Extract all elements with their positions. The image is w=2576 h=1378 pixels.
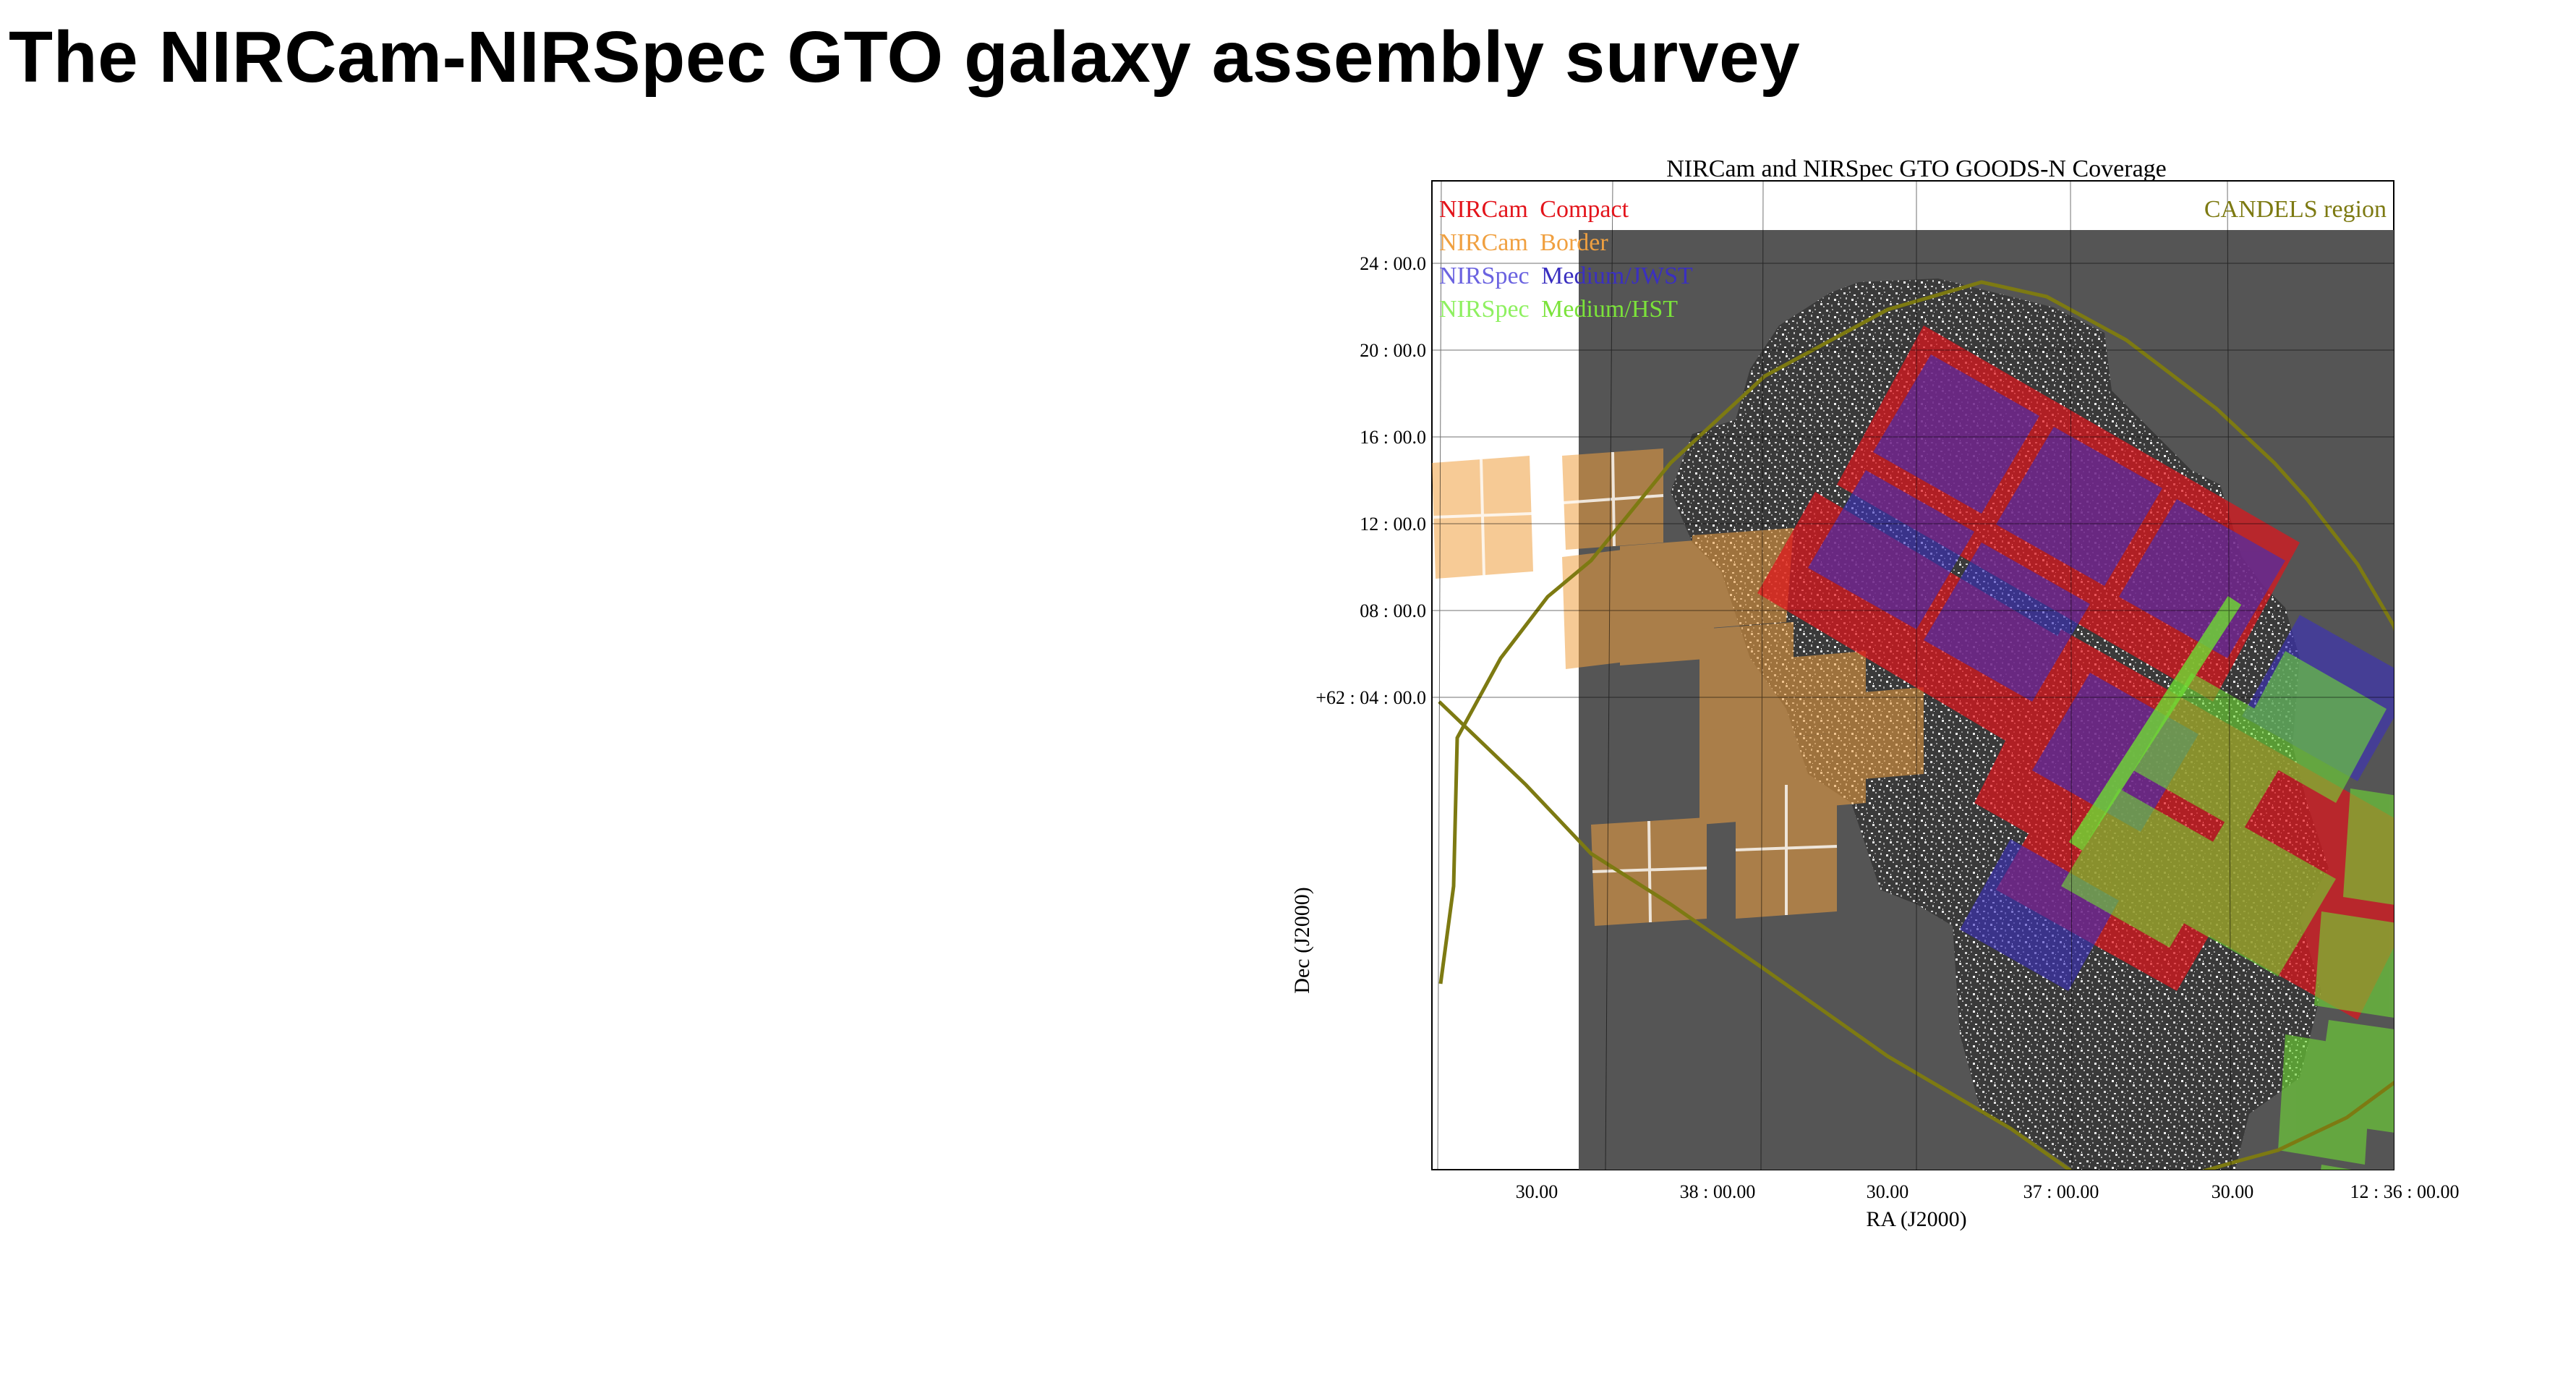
y-tick-label: 12 : 00.0 — [1360, 514, 1426, 535]
y-tick-label: 20 : 00.0 — [1360, 340, 1426, 361]
slide-title: The NIRCam-NIRSpec GTO galaxy assembly s… — [9, 17, 1801, 98]
border-chip-gaps — [1433, 451, 1838, 923]
legend: NIRCam Compact NIRCam Border NIRSpec Med… — [1439, 196, 1693, 323]
x-tick-label: 38 : 00.00 — [1680, 1181, 1756, 1202]
hst-strip — [2068, 596, 2242, 851]
y-tick-label: 16 : 00.0 — [1360, 427, 1426, 448]
legend-instrument: NIRCam — [1439, 196, 1528, 223]
x-tick-label: 30.00 — [2212, 1181, 2254, 1202]
legend-mode: Medium/JWST — [1541, 263, 1693, 289]
coverage-figure: NIRCam and NIRSpec GTO GOODS-N Coverage — [1287, 152, 2576, 1374]
nirspec-hst-fields — [2061, 651, 2394, 1170]
legend-mode: Compact — [1540, 196, 1629, 223]
legend-item: NIRSpec Medium/HST — [1439, 296, 1678, 323]
legend-instrument: NIRSpec — [1439, 296, 1530, 323]
legend-item: NIRSpec Medium/JWST — [1439, 263, 1693, 289]
candels-label: CANDELS region — [2204, 196, 2387, 223]
legend-item: NIRCam Border — [1439, 229, 1608, 256]
grid — [1432, 180, 2394, 1170]
candels-outline — [1438, 280, 2394, 1170]
y-tick-label: +62 : 04 : 00.0 — [1315, 687, 1426, 708]
legend-item: NIRCam Compact — [1439, 196, 1629, 223]
figure-title: NIRCam and NIRSpec GTO GOODS-N Coverage — [1666, 156, 2167, 182]
legend-instrument: NIRSpec — [1439, 263, 1530, 289]
x-tick-label: 30.00 — [1516, 1181, 1558, 1202]
legend-mode: Medium/HST — [1541, 296, 1678, 323]
nircam-border-fields — [1432, 448, 1924, 926]
y-axis-label: Dec (J2000) — [1290, 887, 1314, 993]
x-tick-label: 37 : 00.00 — [2023, 1181, 2099, 1202]
coverage-map: NIRCam and NIRSpec GTO GOODS-N Coverage — [1290, 156, 2460, 1231]
legend-instrument: NIRCam — [1439, 229, 1528, 256]
x-tick-label: 30.00 — [1867, 1181, 1909, 1202]
x-axis-label: RA (J2000) — [1866, 1207, 1966, 1231]
x-tick-label: 12 : 36 : 00.00 — [2350, 1181, 2460, 1202]
legend-mode: Border — [1540, 229, 1608, 256]
nirspec-jwst-fields — [1808, 354, 2394, 991]
y-tick-label: 24 : 00.0 — [1360, 253, 1426, 274]
y-tick-label: 08 : 00.0 — [1360, 600, 1426, 621]
